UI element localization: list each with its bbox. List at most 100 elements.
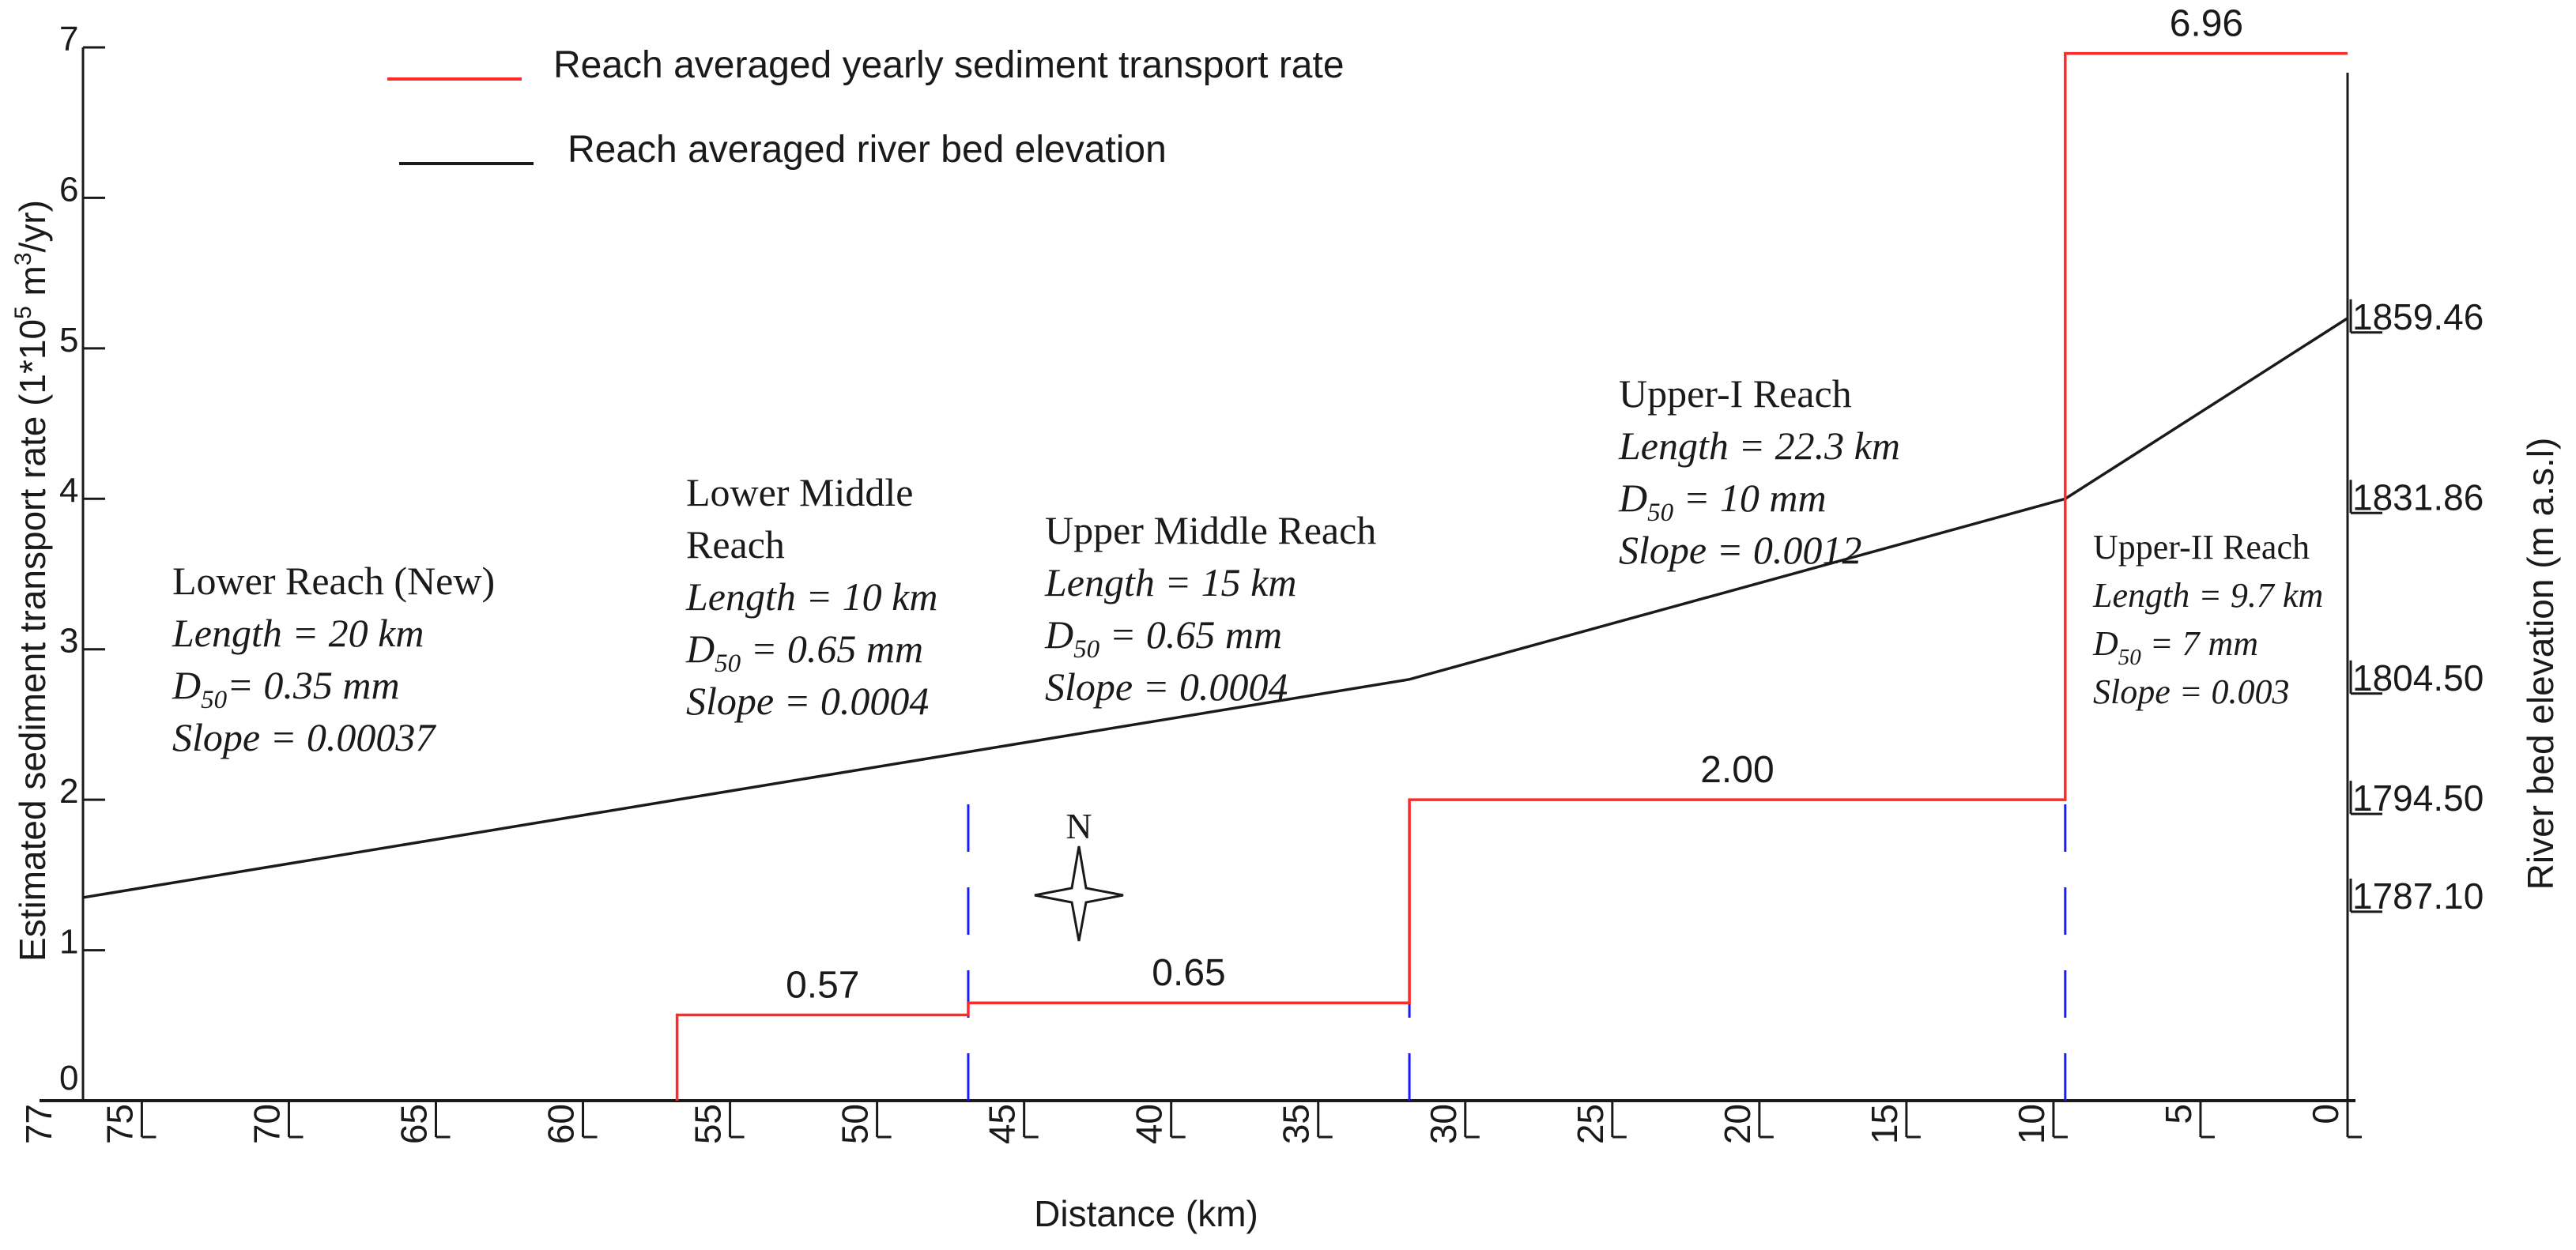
annotation-text: Length = 20 km	[172, 611, 424, 655]
annotation-line-lower: Lower Reach (New)	[172, 559, 495, 603]
x-tick-label: 30	[1423, 1104, 1464, 1144]
annotation-text: Lower Reach (New)	[172, 559, 495, 603]
annotation-text: D	[685, 627, 715, 671]
x-tick-label: 40	[1129, 1104, 1170, 1144]
annotation-text: Length = 10 km	[685, 574, 937, 619]
left-tick-label: 6	[59, 170, 78, 209]
annotation-text: Upper-II Reach	[2093, 528, 2310, 567]
annotation-subscript: 50	[201, 686, 228, 714]
annotation-text: Slope = 0.0004	[1045, 665, 1288, 709]
x-tick-label: 15	[1864, 1104, 1905, 1144]
right-tick-label: 1831.86	[2352, 476, 2484, 518]
annotation-text: D	[2092, 624, 2118, 663]
left-tick-label: 5	[59, 321, 78, 360]
annotation-subscript: 50	[715, 649, 741, 678]
bed-elevation-line	[82, 317, 2348, 899]
right-tick-label: 1859.46	[2352, 296, 2484, 337]
annotation-text: Lower Middle	[686, 470, 913, 514]
annotation-text: = 0.65 mm	[1099, 612, 1282, 657]
annotation-line-upper-ii: D50 = 7 mm	[2092, 624, 2258, 670]
x-tick-label: 5	[2158, 1104, 2199, 1124]
right-tick-label: 1787.10	[2352, 875, 2484, 917]
legend: Reach averaged yearly sediment transport…	[387, 44, 1345, 171]
x-tick-label: 55	[688, 1104, 729, 1144]
annotation-text: D	[172, 663, 201, 707]
axes-frame	[40, 47, 2355, 1102]
sediment-value-label: 0.65	[1152, 952, 1225, 994]
annotation-text: Reach	[686, 522, 785, 567]
x-axis-ticks: 77 75 70 65 60 55 50 45 40 35 30 25 20 15 10 5 0	[18, 1101, 2362, 1144]
right-tick-label: 1804.50	[2352, 657, 2484, 698]
annotation-line-lower: Slope = 0.00037	[172, 715, 436, 759]
annotation-text: Slope = 0.003	[2093, 672, 2289, 711]
annotation-line-lower-middle: Lower Middle	[686, 470, 913, 514]
annotation-text: Slope = 0.0012	[1619, 528, 1861, 572]
annotation-text: Upper Middle Reach	[1045, 508, 1376, 552]
x-tick-label: 77	[18, 1104, 59, 1144]
annotation-text: Length = 15 km	[1044, 560, 1296, 604]
annotation-line-upper-middle: Upper Middle Reach	[1045, 508, 1376, 552]
annotation-text: D	[1618, 476, 1647, 520]
bed-elevation-point	[1409, 679, 1410, 680]
annotation-line-upper-middle: D50 = 0.65 mm	[1044, 612, 1282, 664]
annotation-subscript: 50	[1647, 499, 1674, 527]
annotation-line-upper-middle: Length = 15 km	[1044, 560, 1296, 604]
right-tick-label: 1794.50	[2352, 777, 2484, 819]
x-tick-label: 20	[1717, 1104, 1758, 1144]
x-tick-label: 75	[99, 1104, 140, 1144]
x-tick-label: 50	[835, 1104, 876, 1144]
left-tick-label: 7	[59, 20, 78, 58]
annotation-line-lower-middle: Length = 10 km	[685, 574, 937, 619]
annotation-text: = 10 mm	[1673, 476, 1826, 520]
annotation-line-lower-middle: Slope = 0.0004	[686, 679, 929, 723]
right-axis-ticks: 1859.46 1831.86 1804.50 1794.50 1787.10	[2349, 296, 2484, 917]
annotation-text: Upper-I Reach	[1619, 371, 1852, 416]
annotation-text: Slope = 0.00037	[172, 715, 436, 759]
left-tick-label: 0	[59, 1059, 78, 1098]
x-tick-label: 70	[246, 1104, 287, 1144]
reach-boundaries	[967, 800, 2067, 1101]
x-tick-label: 25	[1570, 1104, 1611, 1144]
x-tick-label: 10	[2011, 1104, 2052, 1144]
north-label: N	[1065, 806, 1092, 846]
annotation-line-lower: Length = 20 km	[172, 611, 424, 655]
annotation-line-upper-middle: Slope = 0.0004	[1045, 665, 1288, 709]
annotation-text: = 0.65 mm	[741, 627, 923, 671]
bed-elevation-series	[82, 317, 2348, 899]
annotation-line-upper-i: D50 = 10 mm	[1618, 476, 1827, 527]
annotation-line-upper-i: Upper-I Reach	[1619, 371, 1852, 416]
x-tick-label: 35	[1276, 1104, 1317, 1144]
left-tick-label: 1	[59, 923, 78, 962]
reach-annotations: Lower Reach (New) Length = 20 km D50= 0.35…	[172, 371, 2323, 759]
legend-label: Reach averaged river bed elevation	[568, 129, 1167, 171]
north-arrow: N	[1034, 806, 1124, 942]
annotation-text: Length = 22.3 km	[1618, 424, 1900, 468]
x-tick-label: 60	[541, 1104, 582, 1144]
compass-star-icon	[1034, 845, 1124, 942]
sediment-value-label: 0.57	[786, 964, 859, 1006]
left-tick-label: 2	[59, 772, 78, 811]
annotation-subscript: 50	[1073, 635, 1100, 664]
annotation-line-lower: D50= 0.35 mm	[172, 663, 400, 714]
sediment-value-label: 2.00	[1700, 749, 1774, 791]
annotation-line-upper-ii: Upper-II Reach	[2093, 528, 2310, 567]
annotation-text: Length = 9.7 km	[2092, 576, 2323, 615]
annotation-line-lower-middle: Reach	[686, 522, 785, 567]
bed-elevation-point	[82, 897, 84, 898]
sediment-rate-labels: 0.57 0.65 2.00 6.96	[786, 3, 2243, 1007]
sediment-rate-line	[675, 51, 2348, 1101]
left-tick-label: 4	[59, 471, 78, 510]
annotation-subscript: 50	[2118, 645, 2142, 670]
annotation-line-lower-middle: D50 = 0.65 mm	[685, 627, 923, 678]
annotation-line-upper-i: Length = 22.3 km	[1618, 424, 1900, 468]
x-tick-label: 65	[393, 1104, 434, 1144]
annotation-line-upper-i: Slope = 0.0012	[1619, 528, 1861, 572]
left-tick-label: 3	[59, 622, 78, 661]
annotation-text: D	[1044, 612, 1073, 657]
x-axis-label: Distance (km)	[1034, 1193, 1258, 1234]
left-axis-ticks: 0 1 2 3 4 5 6 7	[59, 20, 105, 1098]
legend-label: Reach averaged yearly sediment transport…	[553, 44, 1345, 86]
annotation-text: Slope = 0.0004	[686, 679, 929, 723]
x-tick-label: 45	[982, 1104, 1023, 1144]
